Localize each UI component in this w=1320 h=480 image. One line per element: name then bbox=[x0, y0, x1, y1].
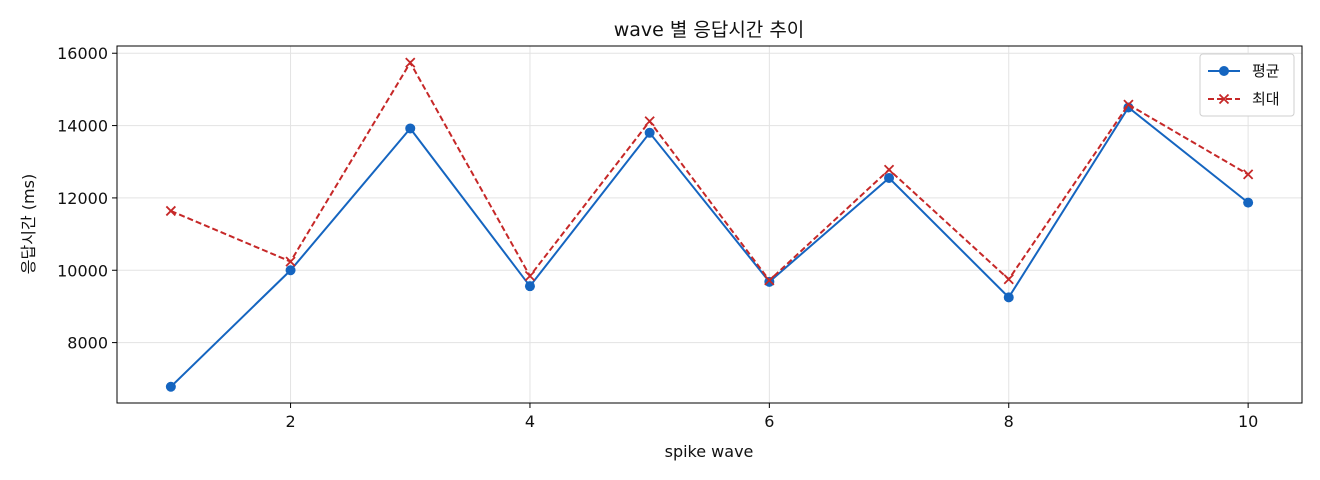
x-tick-label: 6 bbox=[764, 412, 774, 431]
y-axis-label: 응답시간 (ms) bbox=[19, 174, 38, 274]
series-1-point bbox=[764, 277, 774, 287]
y-tick-label: 8000 bbox=[67, 334, 108, 353]
series-2-line bbox=[171, 63, 1248, 281]
x-tick-label: 4 bbox=[525, 412, 535, 431]
grid bbox=[117, 46, 1302, 403]
series-1-point bbox=[286, 265, 296, 275]
series-2-point bbox=[645, 117, 654, 126]
y-axis: 8000 10000 12000 14000 16000 bbox=[57, 44, 117, 352]
x-axis-label: spike wave bbox=[665, 442, 754, 461]
x-tick-label: 2 bbox=[285, 412, 295, 431]
legend-label-series-1: 평균 bbox=[1252, 62, 1280, 80]
y-tick-label: 16000 bbox=[57, 44, 108, 63]
series-2-point bbox=[885, 165, 894, 174]
series-1 bbox=[166, 102, 1253, 391]
series-1-point bbox=[884, 173, 894, 183]
chart-title: wave 별 응답시간 추이 bbox=[614, 19, 805, 41]
y-tick-label: 12000 bbox=[57, 189, 108, 208]
y-tick-label: 14000 bbox=[57, 117, 108, 136]
legend-box bbox=[1200, 54, 1294, 116]
series-1-point bbox=[1243, 198, 1253, 208]
series-2 bbox=[166, 58, 1252, 285]
series-1-point bbox=[166, 382, 176, 392]
series-2-point bbox=[166, 206, 175, 215]
plot-frame bbox=[117, 46, 1302, 403]
x-tick-label: 8 bbox=[1004, 412, 1014, 431]
series-1-point bbox=[525, 281, 535, 291]
series-layer bbox=[166, 58, 1253, 392]
x-tick-label: 10 bbox=[1238, 412, 1258, 431]
series-1-point bbox=[1004, 292, 1014, 302]
series-1-point bbox=[405, 123, 415, 133]
x-axis: 2 4 6 8 10 bbox=[285, 403, 1258, 431]
legend-marker-series-1 bbox=[1219, 66, 1229, 76]
legend-label-series-2: 최대 bbox=[1252, 90, 1280, 108]
y-tick-label: 10000 bbox=[57, 261, 108, 280]
series-1-line bbox=[171, 107, 1248, 386]
series-1-point bbox=[645, 128, 655, 138]
series-2-point bbox=[406, 58, 415, 67]
